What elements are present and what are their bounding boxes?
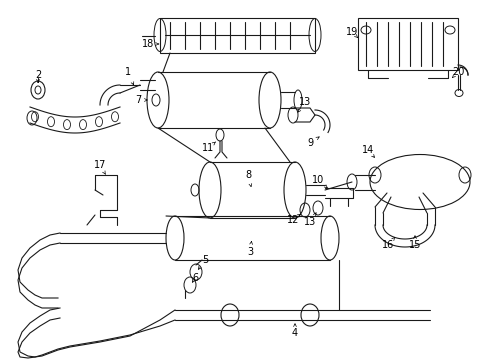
Bar	[160, 18, 315, 53]
Text: 6: 6	[192, 273, 198, 283]
Text: 12: 12	[287, 215, 299, 225]
Text: 3: 3	[247, 247, 253, 257]
Text: 8: 8	[245, 170, 251, 180]
Text: 20: 20	[452, 67, 464, 77]
Text: 9: 9	[307, 138, 313, 148]
Text: 17: 17	[94, 160, 106, 170]
Text: 15: 15	[409, 240, 421, 250]
Text: 4: 4	[292, 328, 298, 338]
Text: 11: 11	[202, 143, 214, 153]
Text: 7: 7	[135, 95, 141, 105]
Text: 18: 18	[142, 39, 154, 49]
Text: 16: 16	[382, 240, 394, 250]
Text: 13: 13	[299, 97, 311, 107]
Text: 14: 14	[362, 145, 374, 155]
Text: 13: 13	[304, 217, 316, 227]
Text: 10: 10	[312, 175, 324, 185]
Bar	[358, 18, 458, 70]
Text: 1: 1	[125, 67, 131, 77]
Text: 2: 2	[35, 70, 41, 80]
Text: 19: 19	[346, 27, 358, 37]
Text: 5: 5	[202, 255, 208, 265]
